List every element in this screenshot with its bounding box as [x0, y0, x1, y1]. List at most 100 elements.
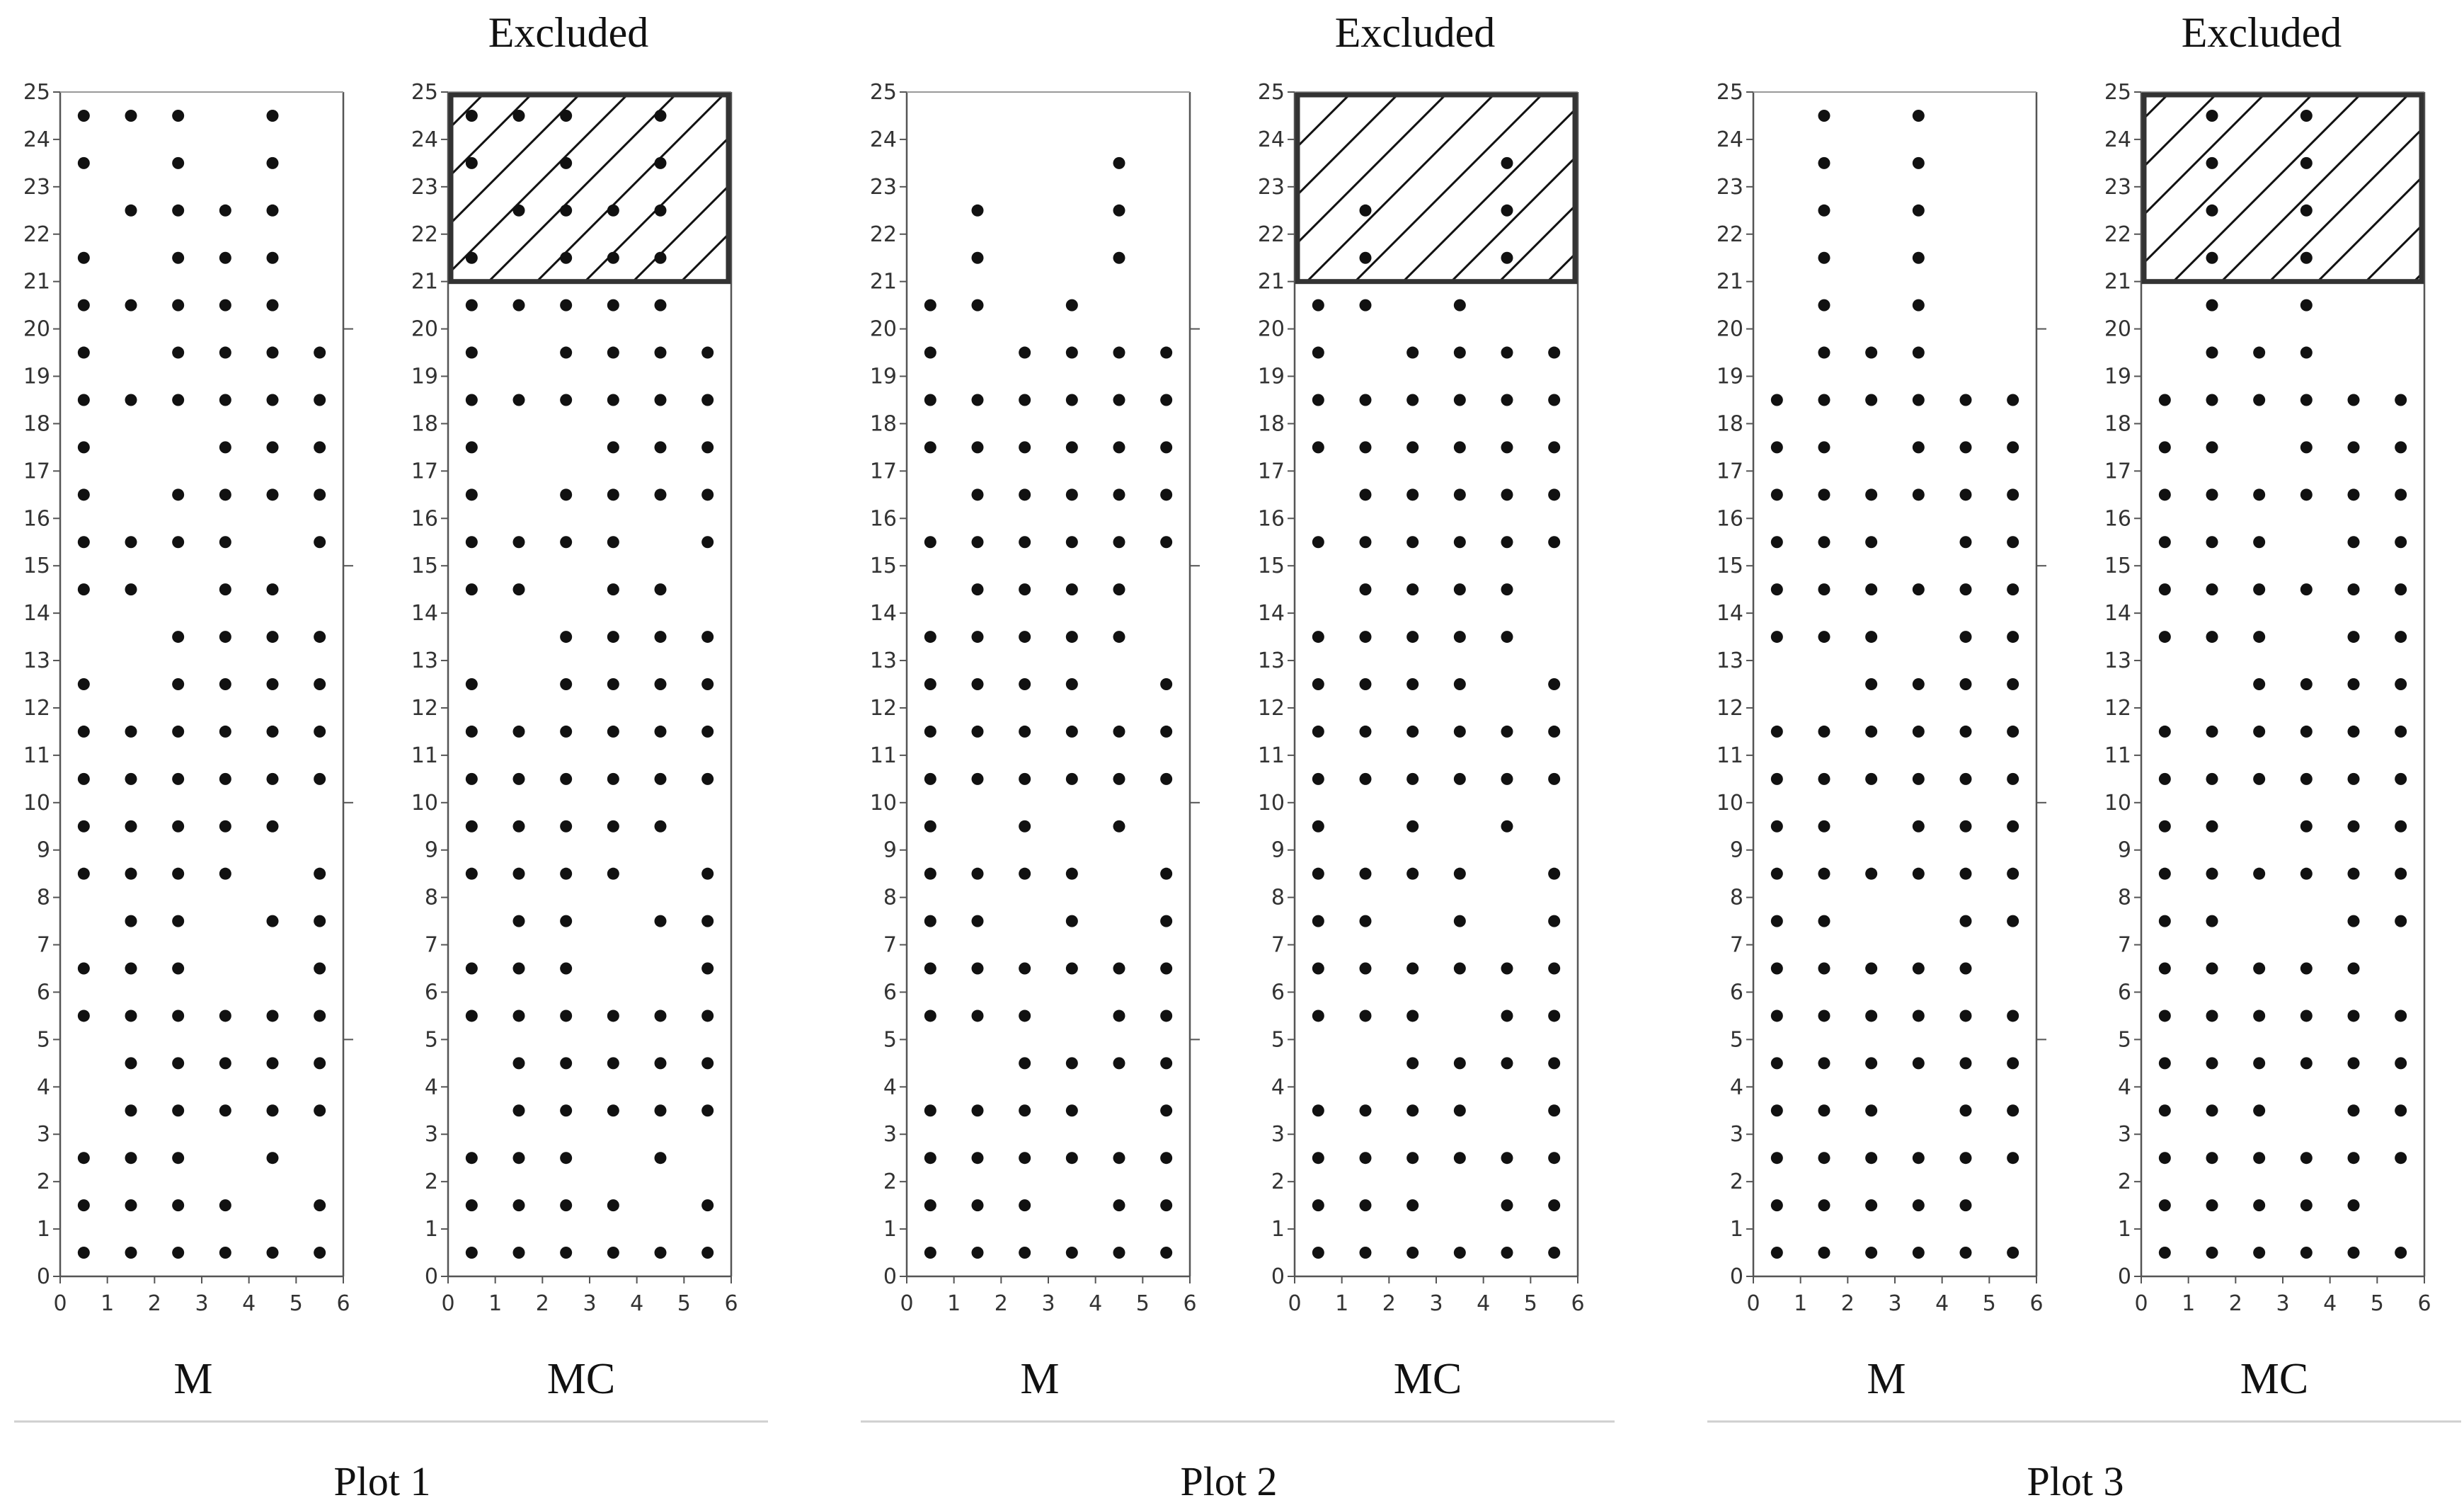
data-point	[1312, 1152, 1324, 1165]
data-point	[1019, 1057, 1031, 1070]
x-tick-label: 0	[900, 1291, 913, 1316]
data-point	[2007, 915, 2019, 927]
data-point	[1959, 772, 1972, 785]
data-point	[1160, 1009, 1173, 1022]
data-point	[654, 772, 667, 785]
data-point	[1160, 536, 1173, 549]
data-point	[2347, 725, 2360, 738]
data-point	[971, 1247, 984, 1259]
data-point	[2206, 299, 2218, 311]
data-point	[1959, 1104, 1972, 1117]
data-point	[1818, 488, 1830, 501]
y-tick-label: 24	[1258, 127, 1285, 152]
y-tick-label: 15	[2104, 554, 2131, 578]
data-point	[654, 915, 667, 927]
data-point	[512, 536, 525, 549]
y-tick-label: 14	[2104, 601, 2131, 626]
data-point	[2007, 725, 2019, 738]
y-tick-label: 18	[2104, 411, 2131, 436]
data-point	[1312, 536, 1324, 549]
data-point	[172, 204, 185, 217]
data-point	[654, 1104, 667, 1117]
data-point	[266, 156, 279, 169]
data-point	[1770, 1057, 1783, 1070]
data-point	[1770, 820, 1783, 833]
y-tick-label: 5	[883, 1027, 897, 1052]
y-tick-label: 13	[411, 648, 438, 673]
data-point	[2347, 583, 2360, 596]
data-point	[1359, 678, 1372, 690]
data-point	[1019, 394, 1031, 406]
data-point	[266, 109, 279, 122]
data-point	[1019, 441, 1031, 454]
data-point	[172, 394, 185, 406]
y-tick-label: 8	[883, 886, 897, 910]
data-point	[2300, 346, 2313, 359]
data-point	[77, 678, 90, 690]
y-tick-label: 18	[1258, 411, 1285, 436]
data-point	[654, 583, 667, 596]
y-tick-label: 6	[883, 980, 897, 1005]
x-tick-label: 4	[1089, 1291, 1102, 1316]
data-point	[971, 1104, 984, 1117]
data-point	[2300, 109, 2313, 122]
panel-label-mc: MC	[1394, 1355, 1462, 1403]
data-point	[77, 725, 90, 738]
x-tick-label: 1	[1335, 1291, 1348, 1316]
data-point	[1065, 346, 1078, 359]
data-point	[701, 725, 714, 738]
data-point	[654, 1247, 667, 1259]
data-point	[2347, 1057, 2360, 1070]
data-point	[219, 394, 231, 406]
y-tick-label: 22	[870, 222, 897, 247]
data-point	[1912, 1057, 1925, 1070]
data-point	[1406, 1057, 1419, 1070]
data-point	[607, 725, 619, 738]
data-point	[1912, 441, 1925, 454]
data-point	[1548, 1057, 1561, 1070]
data-point	[172, 251, 185, 264]
data-point	[2206, 204, 2218, 217]
data-point	[2347, 915, 2360, 927]
data-point	[2300, 678, 2313, 690]
data-point	[1019, 346, 1031, 359]
y-tick-label: 15	[23, 554, 50, 578]
data-point	[1160, 394, 1173, 406]
panel-mc: 0123456789101112131415161718192021222324…	[2104, 9, 2431, 1403]
data-point	[1865, 772, 1878, 785]
y-tick-label: 24	[411, 127, 438, 152]
data-point	[1453, 1247, 1466, 1259]
data-point	[1912, 251, 1925, 264]
data-point	[1912, 1152, 1925, 1165]
data-point	[219, 299, 231, 311]
data-point	[1113, 1247, 1125, 1259]
x-tick-label: 3	[583, 1291, 596, 1316]
y-tick-label: 14	[1717, 601, 1743, 626]
y-tick-label: 23	[2104, 175, 2131, 200]
y-tick-label: 5	[37, 1027, 50, 1052]
y-tick-label: 14	[870, 601, 897, 626]
data-point	[2347, 1009, 2360, 1022]
data-point	[1359, 394, 1372, 406]
x-tick-label: 4	[1935, 1291, 1949, 1316]
y-tick-label: 13	[23, 648, 50, 673]
x-tick-label: 2	[2229, 1291, 2242, 1316]
data-point	[1912, 962, 1925, 975]
data-point	[2158, 488, 2171, 501]
data-point	[560, 251, 573, 264]
x-tick-label: 6	[724, 1291, 738, 1316]
data-point	[219, 867, 231, 880]
data-point	[125, 820, 137, 833]
data-point	[172, 1057, 185, 1070]
data-point	[1113, 631, 1125, 644]
data-point	[1453, 299, 1466, 311]
x-tick-label: 5	[2371, 1291, 2384, 1316]
data-point	[1959, 678, 1972, 690]
y-tick-label: 23	[411, 175, 438, 200]
data-point	[512, 394, 525, 406]
data-point	[1959, 394, 1972, 406]
data-point	[465, 156, 478, 169]
data-point	[1160, 1057, 1173, 1070]
data-point	[266, 488, 279, 501]
data-point	[77, 1247, 90, 1259]
